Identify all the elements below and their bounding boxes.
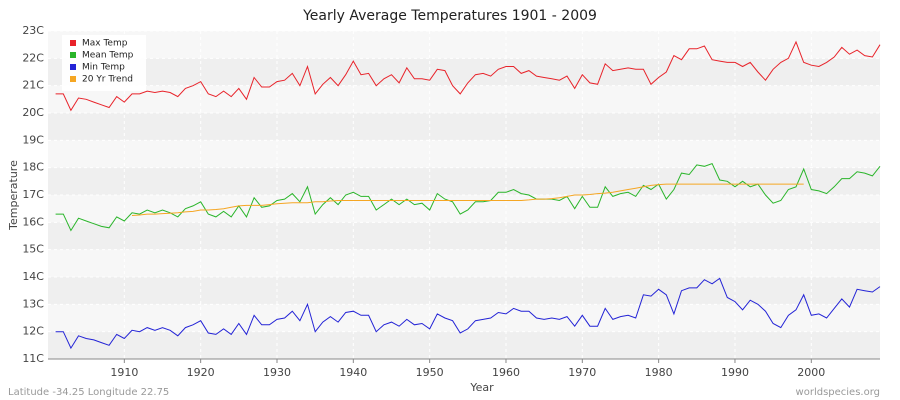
chart-title: Yearly Average Temperatures 1901 - 2009 [302,8,597,24]
x-tick-label: 1910 [110,366,138,379]
y-axis-label: Temperature [7,160,20,231]
y-tick-label: 11C [22,352,44,365]
legend-swatch [70,52,76,58]
y-tick-label: 18C [22,161,44,174]
x-tick-label: 1990 [721,366,749,379]
y-tick-label: 19C [22,133,44,146]
footer-right: worldspecies.org [796,387,880,398]
x-tick-label: 1950 [416,366,444,379]
y-tick-label: 17C [22,188,44,201]
grid-band [48,331,880,359]
y-tick-label: 14C [22,270,44,283]
y-tick-label: 12C [22,325,44,338]
x-axis-label: Year [469,381,494,394]
y-tick-label: 21C [22,79,44,92]
grid-band [48,58,880,86]
x-tick-label: 2000 [797,366,825,379]
legend-swatch [70,76,76,82]
series-line [131,183,804,216]
grid-band [48,167,880,195]
y-tick-label: 23C [22,24,44,37]
grid-band [48,113,880,141]
legend-swatch [70,64,76,70]
x-tick-label: 1970 [568,366,596,379]
legend-text: Min Temp [82,63,125,73]
legend-text: Mean Temp [82,51,134,61]
y-tick-label: 16C [22,215,44,228]
grid-band [48,277,880,305]
x-tick-label: 1930 [263,366,291,379]
legend-text: Max Temp [82,39,128,49]
legend-text: 20 Yr Trend [82,75,133,85]
y-tick-label: 22C [22,51,44,64]
x-tick-label: 1960 [492,366,520,379]
legend-swatch [70,40,76,46]
y-tick-label: 15C [22,243,44,256]
x-tick-label: 1940 [339,366,367,379]
x-tick-label: 1920 [187,366,215,379]
x-tick-label: 1980 [645,366,673,379]
series-line [55,40,881,112]
y-tick-label: 20C [22,106,44,119]
series-line [55,277,881,350]
footer-left: Latitude -34.25 Longitude 22.75 [8,387,169,398]
series-line [55,162,881,232]
grid-band [48,222,880,250]
y-tick-label: 13C [22,297,44,310]
